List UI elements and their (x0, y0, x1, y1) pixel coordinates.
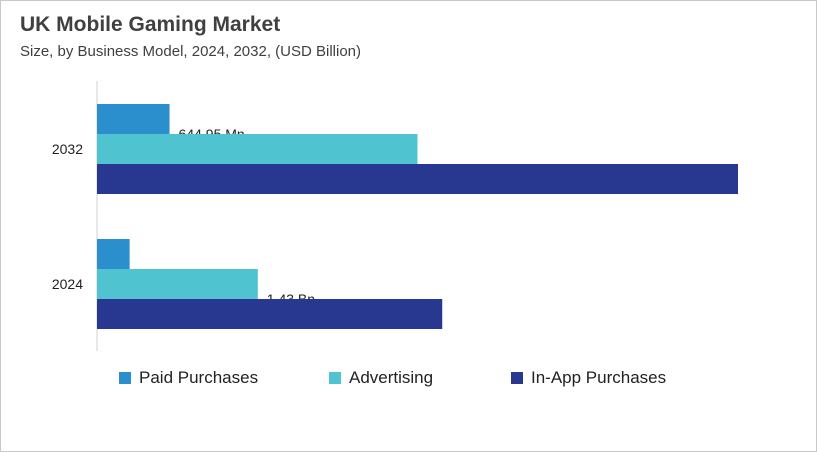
category-label: 2024 (52, 276, 83, 292)
legend-swatch (119, 372, 131, 384)
chart-subtitle: Size, by Business Model, 2024, 2032, (US… (20, 43, 362, 60)
bar-advertising-2032 (97, 134, 418, 164)
bar-advertising-2024 (97, 269, 258, 299)
legend-item-paid-purchases: Paid Purchases (119, 368, 258, 388)
chart-title: UK Mobile Gaming Market (20, 13, 281, 36)
category-label: 2032 (52, 141, 83, 157)
legend-item-in-app-purchases: In-App Purchases (511, 368, 666, 388)
legend-label: In-App Purchases (531, 368, 667, 387)
bar-in-app-purchases-2032 (97, 164, 738, 194)
legend-label: Advertising (349, 368, 434, 387)
legend-item-advertising: Advertising (329, 368, 433, 388)
bar-paid-purchases-2024 (97, 239, 130, 269)
legend-label: Paid Purchases (139, 368, 259, 387)
legend-swatch (511, 372, 523, 384)
bar-paid-purchases-2032 (97, 104, 170, 134)
legend-swatch (329, 372, 341, 384)
bar-in-app-purchases-2024 (97, 299, 443, 329)
